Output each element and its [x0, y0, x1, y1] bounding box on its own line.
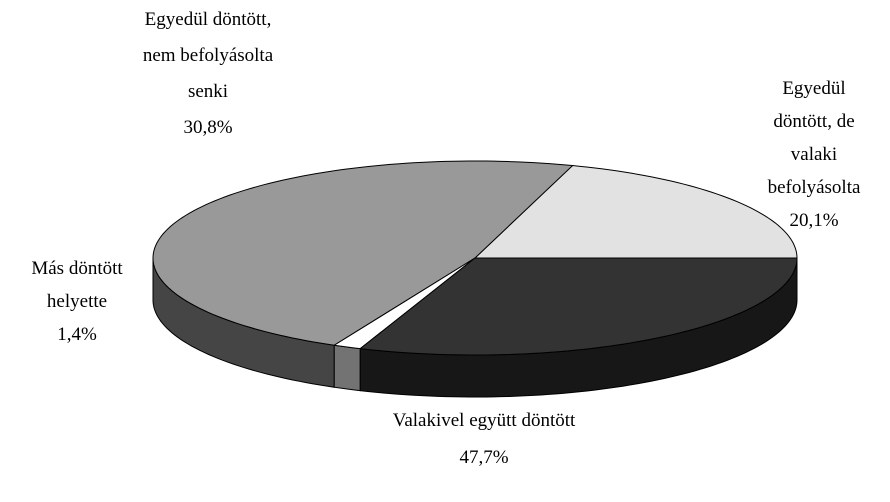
- slice: [358, 257, 798, 356]
- slice-label: Valakivel együtt döntött 47,7%: [384, 402, 584, 476]
- category-label: Valakivel együtt döntött: [392, 410, 576, 431]
- value-label: 47,7%: [459, 447, 509, 468]
- slice: [473, 165, 798, 259]
- category-label: Egyedül döntött, de valaki befolyásolta: [767, 78, 861, 198]
- slice: [152, 160, 574, 346]
- slice-label: Egyedül döntött, nem befolyásolta senki 3…: [140, 2, 276, 146]
- value-label: 20,1%: [789, 210, 839, 231]
- value-label: 1,4%: [57, 324, 97, 345]
- slice-label: Egyedül döntött, de valaki befolyásolta 2…: [758, 72, 870, 237]
- slice-side: [333, 344, 361, 392]
- category-label: Más döntött helyette: [31, 258, 123, 312]
- slice-label: Más döntött helyette 1,4%: [2, 252, 152, 351]
- category-label: Egyedül döntött, nem befolyásolta senki: [142, 9, 274, 102]
- value-label: 30,8%: [183, 117, 233, 138]
